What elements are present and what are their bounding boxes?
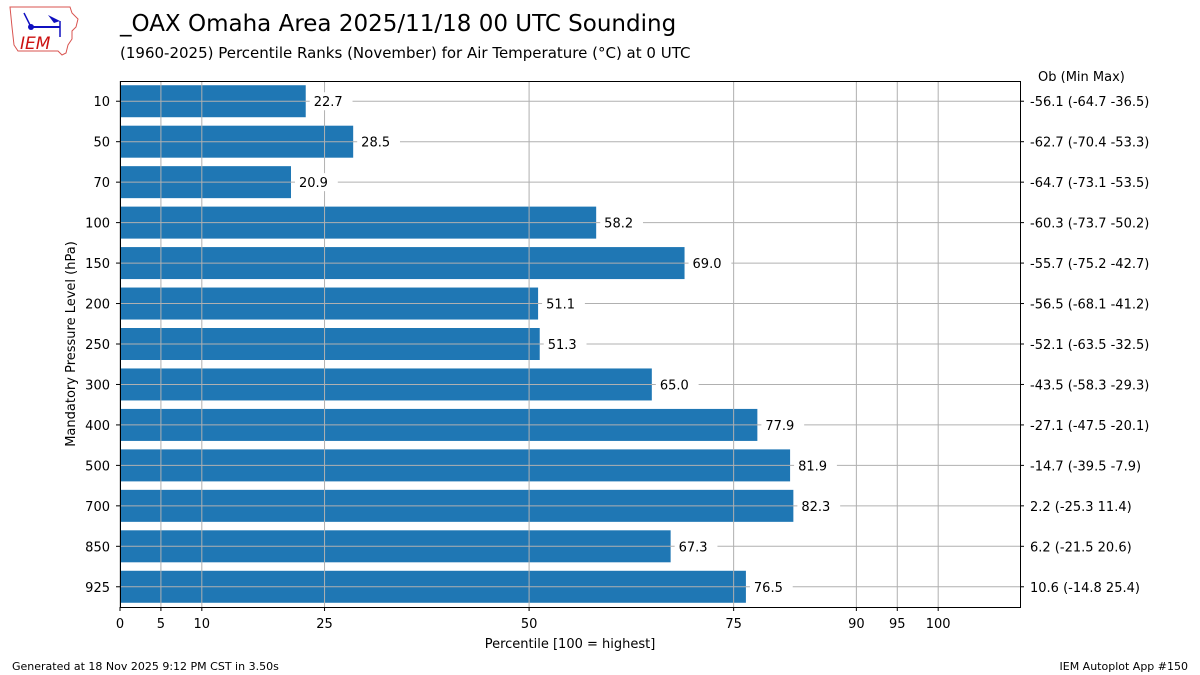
y-tick-label: 50 [93, 136, 110, 151]
x-tick-label: 50 [521, 617, 538, 632]
y-tick-label: 150 [85, 257, 110, 272]
x-tick-label: 0 [116, 617, 124, 632]
value-label: 22.7 [314, 95, 343, 110]
value-label: 76.5 [754, 581, 783, 596]
right-ob-label: -14.7 (-39.5 -7.9) [1030, 459, 1141, 474]
footer-generated: Generated at 18 Nov 2025 9:12 PM CST in … [12, 660, 279, 673]
right-ob-label: -55.7 (-75.2 -42.7) [1030, 257, 1149, 272]
right-ob-label: -56.5 (-68.1 -41.2) [1030, 298, 1149, 313]
value-label-bg [761, 415, 805, 434]
value-label-bg [542, 294, 585, 313]
right-ob-label: 2.2 (-25.3 11.4) [1030, 500, 1132, 515]
right-ob-label: -64.7 (-73.1 -53.5) [1030, 176, 1149, 191]
y-tick-label: 300 [85, 378, 110, 393]
x-tick-label: 10 [194, 617, 211, 632]
y-tick-label: 70 [93, 176, 110, 191]
right-ob-label: -27.1 (-47.5 -20.1) [1030, 419, 1149, 434]
y-tick-label: 250 [85, 338, 110, 353]
value-label: 69.0 [693, 257, 722, 272]
right-ob-label: -60.3 (-73.7 -50.2) [1030, 217, 1149, 232]
right-ob-label: -43.5 (-58.3 -29.3) [1030, 378, 1149, 393]
y-tick-label: 400 [85, 419, 110, 434]
value-label: 77.9 [765, 419, 794, 434]
x-tick-label: 100 [926, 617, 951, 632]
chart-subtitle: (1960-2025) Percentile Ranks (November) … [120, 44, 691, 62]
value-label: 67.3 [679, 540, 708, 555]
value-label-bg [797, 496, 841, 515]
x-tick-label: 75 [725, 617, 742, 632]
value-label: 58.2 [604, 217, 633, 232]
footer-app: IEM Autoplot App #150 [1059, 660, 1189, 673]
y-tick-label: 500 [85, 459, 110, 474]
y-tick-label: 700 [85, 500, 110, 515]
value-label-bg [655, 375, 699, 394]
value-label-bg [688, 254, 732, 273]
value-label-bg [600, 213, 643, 232]
y-tick-label: 925 [85, 581, 110, 596]
y-tick-label: 10 [93, 95, 110, 110]
y-tick-label: 850 [85, 540, 110, 555]
x-tick-label: 25 [316, 617, 333, 632]
right-ob-label: -52.1 (-63.5 -32.5) [1030, 338, 1149, 353]
logo-text: IEM [20, 34, 51, 54]
y-tick-label: 200 [85, 298, 110, 313]
value-label-bg [749, 577, 793, 596]
value-label-bg [674, 537, 718, 556]
y-tick-label: 100 [85, 217, 110, 232]
value-label: 65.0 [660, 378, 689, 393]
value-label-bg [357, 132, 400, 151]
value-label: 51.3 [548, 338, 577, 353]
value-label-bg [794, 456, 837, 475]
x-tick-label: 90 [848, 617, 865, 632]
value-label: 82.3 [801, 500, 830, 515]
value-label: 51.1 [546, 298, 575, 313]
value-label-bg [295, 173, 338, 192]
right-column-header: Ob (Min Max) [1038, 70, 1125, 85]
right-ob-label: -56.1 (-64.7 -36.5) [1030, 95, 1149, 110]
value-label: 81.9 [798, 459, 827, 474]
value-label: 28.5 [361, 136, 390, 151]
x-axis-label: Percentile [100 = highest] [485, 637, 656, 652]
right-ob-label: -62.7 (-70.4 -53.3) [1030, 136, 1149, 151]
x-tick-label: 95 [889, 617, 906, 632]
value-label-bg [543, 335, 587, 353]
chart-title: _OAX Omaha Area 2025/11/18 00 UTC Soundi… [120, 11, 677, 37]
x-tick-label: 5 [157, 617, 165, 632]
right-ob-label: 10.6 (-14.8 25.4) [1030, 581, 1140, 596]
right-ob-label: 6.2 (-21.5 20.6) [1030, 540, 1132, 555]
iem-logo: IEM [8, 5, 80, 61]
value-label: 20.9 [299, 176, 328, 191]
y-axis-label: Mandatory Pressure Level (hPa) [64, 241, 79, 447]
value-label-bg [309, 92, 353, 111]
